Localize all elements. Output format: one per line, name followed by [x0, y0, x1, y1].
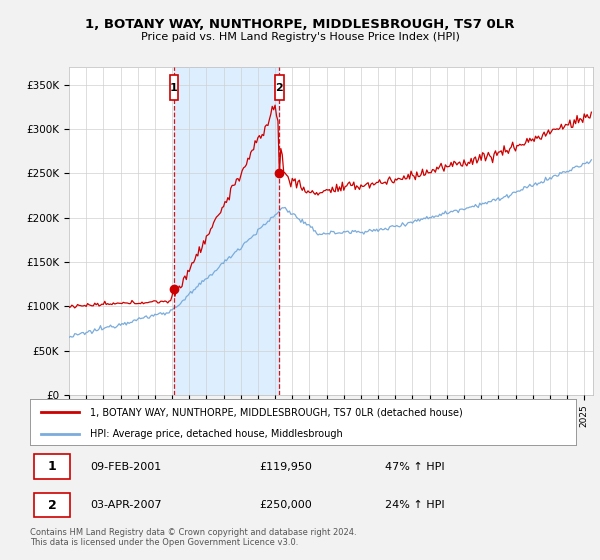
Text: 1: 1 [48, 460, 56, 473]
Text: 2: 2 [275, 82, 283, 92]
Text: 47% ↑ HPI: 47% ↑ HPI [385, 461, 445, 472]
Text: 03-APR-2007: 03-APR-2007 [90, 500, 161, 510]
Text: Contains HM Land Registry data © Crown copyright and database right 2024.
This d: Contains HM Land Registry data © Crown c… [30, 528, 356, 547]
FancyBboxPatch shape [34, 455, 70, 479]
Text: Price paid vs. HM Land Registry's House Price Index (HPI): Price paid vs. HM Land Registry's House … [140, 32, 460, 43]
FancyBboxPatch shape [34, 493, 70, 517]
Text: HPI: Average price, detached house, Middlesbrough: HPI: Average price, detached house, Midd… [90, 429, 343, 438]
Text: 1, BOTANY WAY, NUNTHORPE, MIDDLESBROUGH, TS7 0LR (detached house): 1, BOTANY WAY, NUNTHORPE, MIDDLESBROUGH,… [90, 407, 463, 417]
Bar [174, 67, 280, 395]
Text: £119,950: £119,950 [259, 461, 312, 472]
Text: 2: 2 [48, 498, 56, 512]
FancyBboxPatch shape [170, 75, 178, 100]
Text: £250,000: £250,000 [259, 500, 312, 510]
Text: 1: 1 [170, 82, 178, 92]
Text: 09-FEB-2001: 09-FEB-2001 [90, 461, 161, 472]
FancyBboxPatch shape [275, 75, 284, 100]
Text: 1, BOTANY WAY, NUNTHORPE, MIDDLESBROUGH, TS7 0LR: 1, BOTANY WAY, NUNTHORPE, MIDDLESBROUGH,… [85, 18, 515, 31]
Text: 24% ↑ HPI: 24% ↑ HPI [385, 500, 445, 510]
